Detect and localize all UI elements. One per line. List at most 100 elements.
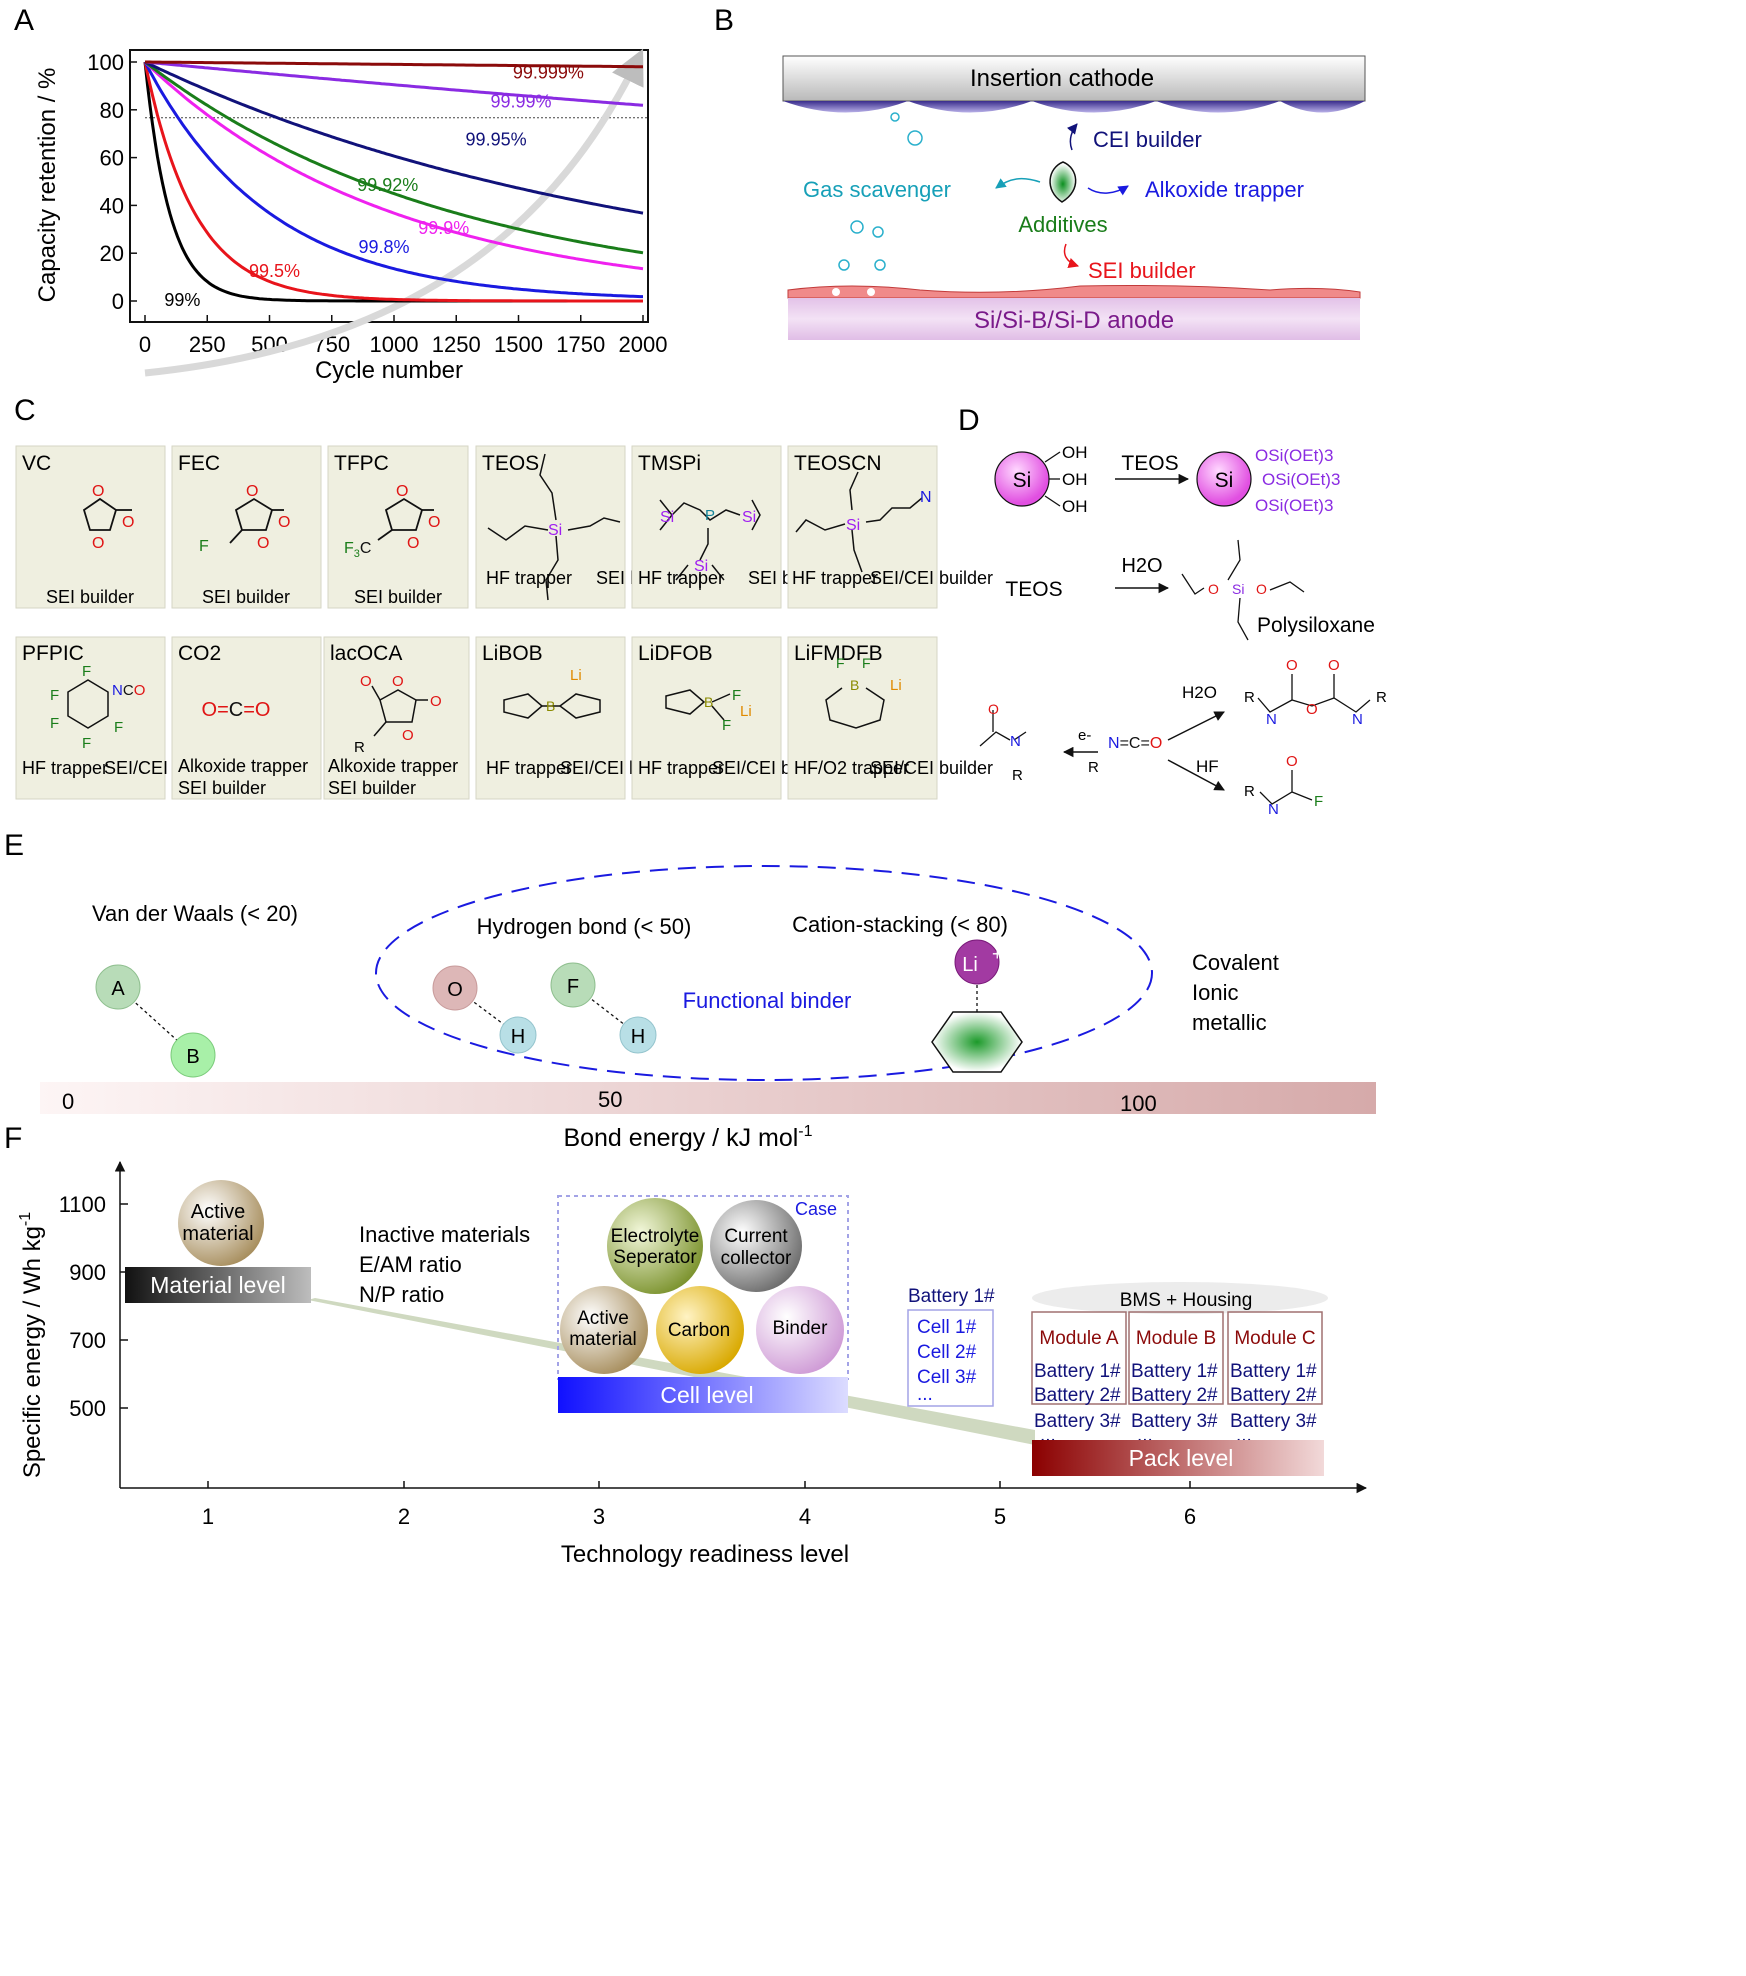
- atom-o: O: [402, 727, 414, 744]
- atom-r: R: [1376, 689, 1387, 706]
- si-label: Si: [1215, 469, 1234, 492]
- anode-label: Si/Si-B/Si-D anode: [974, 307, 1174, 334]
- sioet-group: OSi(OEt)3: [1255, 446, 1333, 465]
- trend-arrow: [144, 48, 644, 377]
- sei-arrow: [1063, 243, 1079, 268]
- additive-structures: VC O O O SEI builder FEC O O O F SEI bui…: [15, 445, 993, 800]
- card-role: HF trapper: [638, 568, 724, 588]
- atom-o: O: [1306, 701, 1318, 718]
- series-label: 99.8%: [359, 237, 410, 257]
- atom-li: [954, 939, 1000, 985]
- f-x-tick-label: 6: [1184, 1504, 1196, 1529]
- atom-o: O: [257, 535, 269, 552]
- capacity-retention-chart: 0 250 500 750 1000 1250 1500 1750 20000204060801…: [34, 48, 668, 384]
- functional-binder-region: [375, 865, 1153, 1081]
- cathode-label: Insertion cathode: [970, 65, 1154, 92]
- cell-level-label: Cell level: [660, 1382, 753, 1408]
- atom-r: R: [1012, 767, 1023, 784]
- atom-o: O: [92, 535, 104, 552]
- oh-group: OH: [1062, 497, 1088, 516]
- module-battery: Battery 1#: [1230, 1361, 1317, 1382]
- card-role: HF/O2 trapper: [794, 758, 909, 778]
- atom-o: O: [1328, 657, 1340, 674]
- cell-item: ...: [917, 1384, 933, 1405]
- atom-h-label: H: [631, 1026, 645, 1048]
- card-role: HF trapper: [486, 758, 572, 778]
- teos-label: TEOS: [1005, 578, 1062, 601]
- atom-h: [499, 1016, 537, 1054]
- reaction-arrow: [1167, 759, 1225, 791]
- f-x-axis-label: Technology readiness level: [561, 1541, 849, 1568]
- module-box: [1227, 1311, 1323, 1405]
- pack-level-bar: [1032, 1440, 1324, 1476]
- functional-binder-label: Functional binder: [683, 988, 852, 1013]
- x-tick-label: 1750: [556, 332, 605, 357]
- atom-si: Si: [846, 517, 860, 534]
- metallic-label: metallic: [1192, 1010, 1267, 1035]
- series-label: 99.9%: [418, 218, 469, 238]
- anode-block: [788, 298, 1360, 340]
- atom-b: [170, 1032, 216, 1078]
- y-tick-label: 0: [112, 289, 124, 314]
- card-role: SEI builder: [202, 587, 290, 607]
- module-battery: Battery 3#: [1230, 1411, 1317, 1432]
- card-role: SEI builder: [328, 778, 416, 798]
- separator-label: Seperator: [613, 1247, 697, 1268]
- atom-f: F: [199, 538, 209, 555]
- panel-label-e: E: [4, 829, 24, 862]
- atom-f: F: [82, 663, 91, 680]
- atom-li: Li: [740, 703, 752, 720]
- gas-bubble: [838, 259, 850, 271]
- energy-density-diagram: 500 700 900 1100 1 2 3 4 5 6 Specific energy / Wh…: [17, 1160, 1368, 1568]
- card-fec: FEC O O O F SEI builder: [171, 445, 322, 609]
- vdw-label: Van der Waals (< 20): [92, 901, 298, 926]
- card-name: CO2: [178, 642, 221, 665]
- atom-o: O: [396, 483, 408, 500]
- atom-cf3: F3C: [344, 540, 371, 560]
- x-tick-label: 2000: [619, 332, 668, 357]
- series-label: 99.99%: [490, 91, 551, 111]
- module-battery: Battery 1#: [1034, 1361, 1121, 1382]
- alkoxide-arrow: [1087, 185, 1129, 196]
- atom-f: F: [722, 717, 731, 734]
- gas-arrow: [995, 177, 1041, 189]
- active-material-label: Active: [191, 1201, 245, 1223]
- card-lacoca: lacOCA O O O O R Alkoxide trapper SEI bu…: [323, 636, 470, 800]
- x-tick-label: 1000: [370, 332, 419, 357]
- atom-o: O: [278, 514, 290, 531]
- atom-o: O: [428, 514, 440, 531]
- atom-f: [550, 962, 596, 1008]
- atom-o: O: [1286, 657, 1298, 674]
- atom-f: F: [836, 655, 845, 671]
- gas-bubble: [867, 288, 875, 296]
- card-teos: TEOS Si HF trapper SEI builder: [475, 445, 684, 609]
- atom-li-label: Li: [962, 954, 978, 976]
- collector-label: collector: [721, 1248, 792, 1269]
- module-label: Module A: [1039, 1328, 1119, 1349]
- bond-energy-axis-label: Bond energy / kJ mol-1: [563, 1123, 812, 1152]
- atom-f-label: F: [567, 976, 579, 998]
- card-name: PFPIC: [22, 642, 84, 665]
- cell-item: Cell 1#: [917, 1317, 977, 1338]
- hbond-label: Hydrogen bond (< 50): [477, 914, 692, 939]
- cei-arrow: [1066, 123, 1078, 151]
- si-label: Si: [1013, 469, 1032, 492]
- card-name: LiBOB: [482, 642, 543, 665]
- module-box: [1031, 1311, 1127, 1405]
- sioet-group: OSi(OEt)3: [1262, 470, 1340, 489]
- f-x-tick-label: 4: [799, 1504, 811, 1529]
- card-role: HF trapper: [486, 568, 572, 588]
- series-line-999: [143, 60, 644, 271]
- series-label: 99.95%: [466, 130, 527, 150]
- f-y-axis-label: Specific energy / Wh kg-1: [17, 1212, 46, 1478]
- sei-layer: [787, 285, 1361, 299]
- teos-reagent: TEOS: [1121, 452, 1178, 475]
- y-tick-label: 60: [100, 146, 124, 171]
- alkoxide-trapper-label: Alkoxide trapper: [1145, 177, 1304, 202]
- binder-label: Binder: [773, 1318, 829, 1339]
- atom-r: R: [1088, 759, 1099, 776]
- module-label: Module B: [1136, 1328, 1216, 1349]
- energy-decline-band: [308, 1298, 1035, 1445]
- atom-o: O: [1286, 753, 1298, 770]
- gas-bubble: [890, 112, 900, 122]
